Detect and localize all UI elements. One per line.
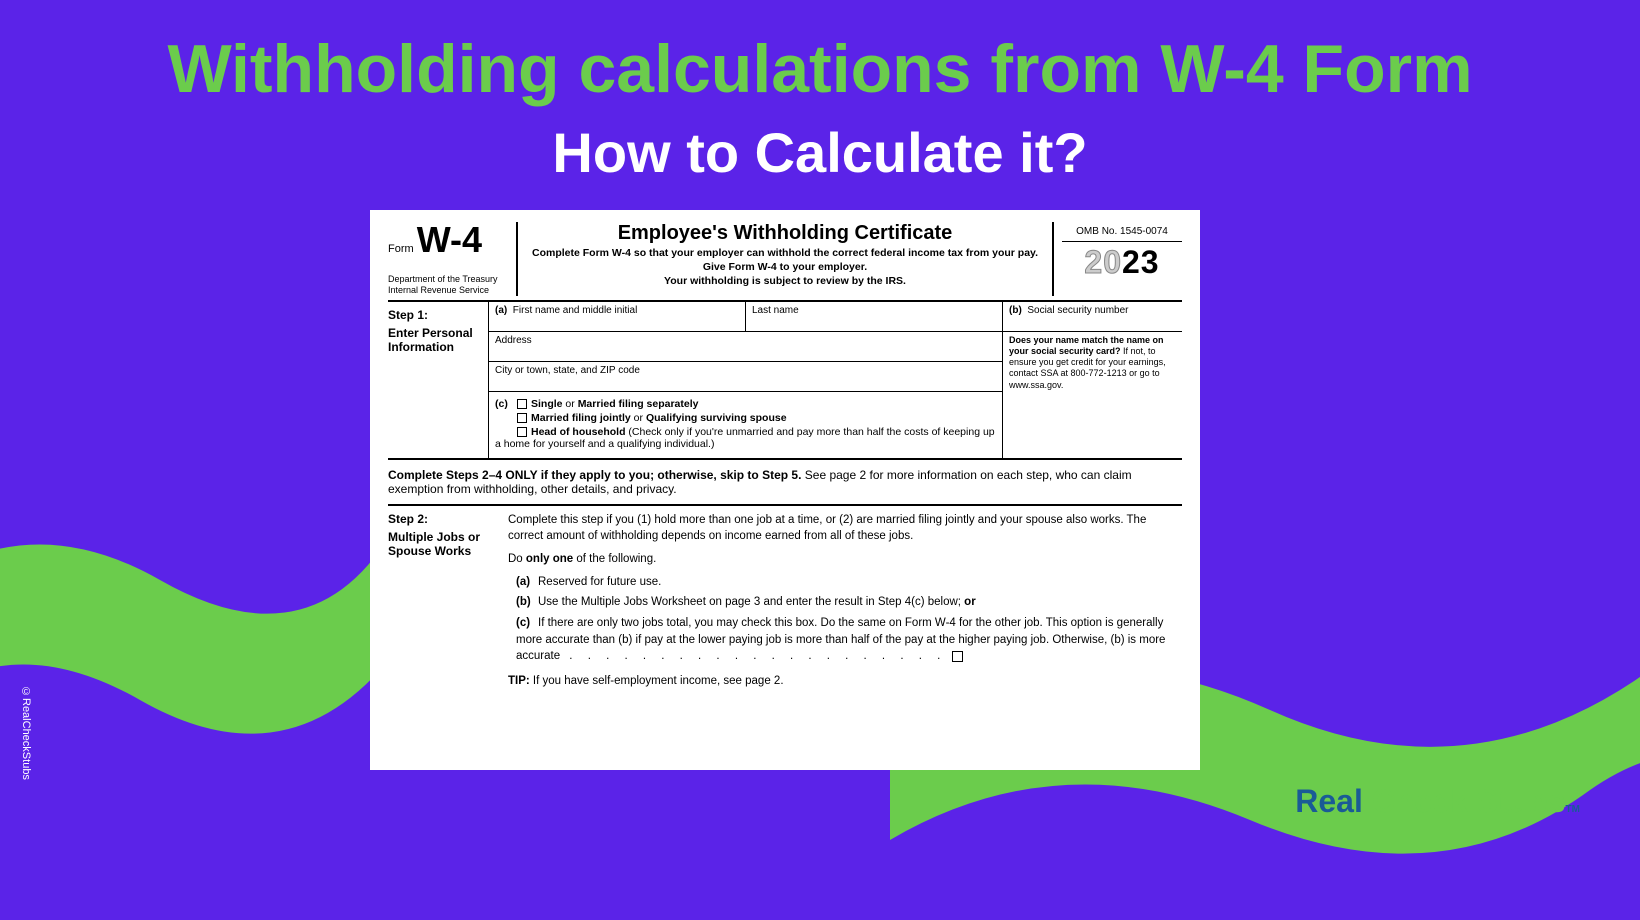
steps-2-4-instruction: Complete Steps 2–4 ONLY if they apply to… (388, 460, 1182, 506)
omb-number: OMB No. 1545-0074 (1062, 222, 1182, 242)
step2-title: Step 2: (388, 512, 498, 526)
form-year: 2023 (1062, 244, 1182, 281)
step2-section: Step 2: Multiple Jobs or Spouse Works Co… (388, 506, 1182, 696)
w4-form: Form W-4 Department of the Treasury Inte… (370, 210, 1200, 770)
ssn-match-note: Does your name match the name on your so… (1003, 332, 1182, 394)
checkbox-head-household (517, 427, 527, 437)
form-label: Form (388, 243, 414, 255)
form-instr-1: Complete Form W-4 so that your employer … (528, 247, 1042, 259)
form-title: Employee's Withholding Certificate (528, 222, 1042, 245)
step1-title: Step 1: (388, 308, 482, 322)
step2-intro: Complete this step if you (1) hold more … (508, 512, 1182, 545)
main-title: Withholding calculations from W-4 Form (0, 30, 1640, 108)
step1-section: Step 1: Enter Personal Information (a) F… (388, 302, 1182, 460)
first-name-field: (a) First name and middle initial (489, 302, 746, 332)
copyright-text: ©RealCheckStubs (20, 686, 32, 780)
form-code: W-4 (417, 219, 482, 260)
brand-logo: Real Check StubsTM (1295, 783, 1580, 820)
step2-do-one: Do only one of the following. (508, 551, 1182, 568)
form-instr-3: Your withholding is subject to review by… (528, 275, 1042, 287)
step2-tip: TIP: If you have self-employment income,… (508, 673, 1182, 690)
step1-subtitle: Enter Personal Information (388, 326, 482, 354)
dept-line1: Department of the Treasury (388, 274, 508, 285)
step2-option-b: (b)Use the Multiple Jobs Worksheet on pa… (508, 594, 1182, 611)
address-field: Address (488, 332, 1002, 362)
sub-title: How to Calculate it? (0, 120, 1640, 185)
dept-line2: Internal Revenue Service (388, 285, 508, 296)
checkbox-married-jointly (517, 413, 527, 423)
checkbox-two-jobs (952, 651, 963, 662)
filing-status-section: (c)Single or Married filing separately M… (488, 392, 1002, 458)
step2-subtitle: Multiple Jobs or Spouse Works (388, 530, 498, 558)
city-field: City or town, state, and ZIP code (488, 362, 1002, 392)
form-header: Form W-4 Department of the Treasury Inte… (388, 222, 1182, 302)
checkbox-single (517, 399, 527, 409)
step2-option-a: (a)Reserved for future use. (508, 574, 1182, 591)
form-instr-2: Give Form W-4 to your employer. (528, 261, 1042, 273)
last-name-field: Last name (746, 302, 1002, 332)
ssn-field: (b) Social security number (1003, 302, 1182, 332)
step2-option-c: (c)If there are only two jobs total, you… (508, 615, 1182, 665)
